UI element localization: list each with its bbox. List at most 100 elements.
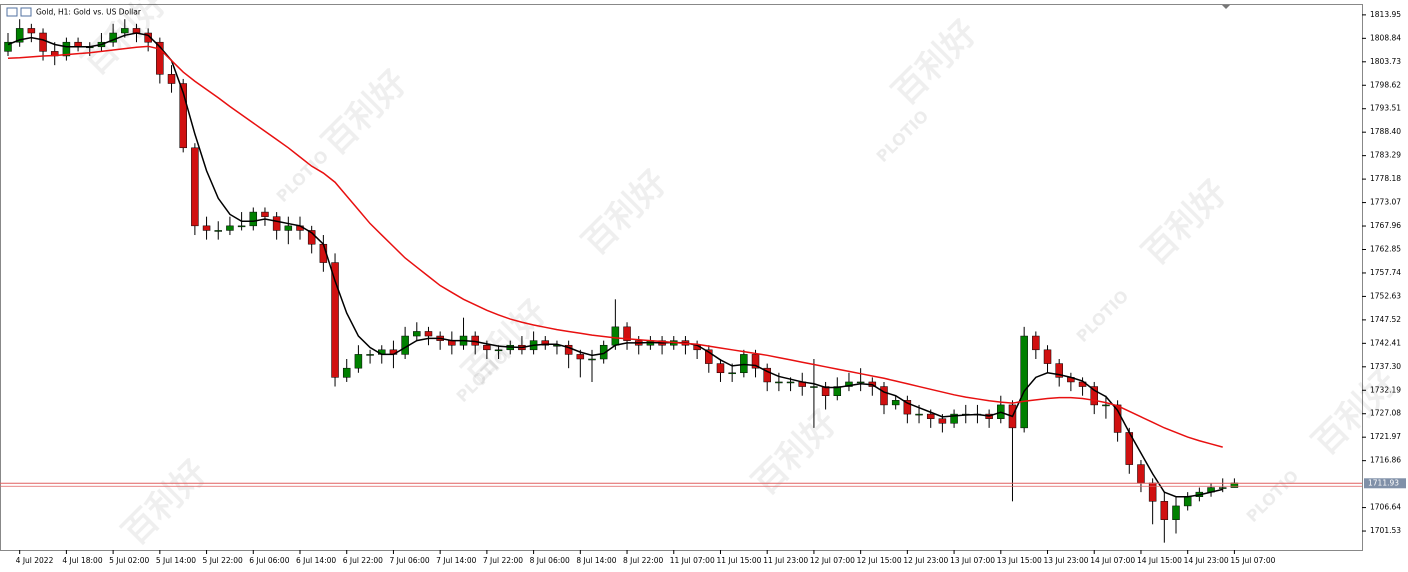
x-tick-label: 15 Jul 07:00 [1230,556,1275,565]
candle-body [588,358,596,361]
candle-body [891,400,900,406]
x-tick-label: 5 Jul 02:00 [109,556,149,565]
candle-body [226,225,234,231]
x-tick-label: 6 Jul 06:00 [249,556,289,565]
plot-frame [0,4,1363,551]
x-tick-label: 11 Jul 15:00 [716,556,761,565]
x-tick-label: 12 Jul 23:00 [903,556,948,565]
candle-body [156,41,164,75]
y-tick-label: 1732.19 [1370,385,1401,394]
y-tick-label: 1701.53 [1370,526,1401,535]
candle-body [576,354,585,360]
candle-body [1043,349,1052,364]
candle-body [284,225,293,231]
y-tick-label: 1783.29 [1370,151,1401,160]
candle-body [331,262,339,378]
candle-body [821,386,830,396]
candle-body [261,211,269,217]
candle-body [775,381,783,384]
y-tick-label: 1813.95 [1370,10,1401,19]
candle-body [1090,386,1098,406]
candle-body [611,326,620,346]
x-tick-label: 12 Jul 15:00 [857,556,902,565]
candle-body [1172,505,1180,520]
candle-body [366,354,374,356]
candle-body [856,381,865,384]
candle-body [4,41,12,52]
candle-body [144,32,152,43]
candle-body [272,216,281,231]
y-tick-label: 1808.84 [1370,33,1401,42]
y-tick-label: 1727.08 [1370,409,1401,418]
x-tick-label: 7 Jul 14:00 [436,556,476,565]
y-tick-label: 1706.64 [1370,503,1401,512]
shift-marker [1222,5,1230,9]
candle-body [413,331,421,337]
current-price-tag [1364,478,1406,489]
y-tick-label: 1773.07 [1370,198,1401,207]
x-tick-label: 5 Jul 22:00 [203,556,243,565]
x-tick-label: 8 Jul 22:00 [623,556,663,565]
candle-body [483,344,491,351]
candle-body [121,28,129,34]
candle-body [167,74,176,84]
x-tick-label: 12 Jul 07:00 [810,556,855,565]
y-tick-label: 1747.52 [1370,315,1401,324]
x-tick-label: 6 Jul 22:00 [343,556,383,565]
moving-average [7,32,1223,498]
x-tick-label: 8 Jul 06:00 [530,556,570,565]
candle-body [62,41,71,57]
candle-body [494,349,503,352]
y-tick-label: 1767.96 [1370,221,1401,230]
candle-body [880,386,888,406]
candle-body [599,344,608,360]
candle-body [1218,487,1227,489]
candle-body [833,386,842,396]
candle-body [938,418,947,424]
candle-body [249,211,258,227]
y-tick-label: 1742.41 [1370,338,1401,347]
candle-body [623,326,631,341]
chart-title: Gold, H1: Gold vs. US Dollar [36,8,142,17]
candle-body [763,367,771,383]
x-tick-label: 13 Jul 15:00 [997,556,1042,565]
candle-body [740,354,748,374]
y-tick-label: 1798.62 [1370,80,1401,89]
y-tick-label: 1793.51 [1370,104,1401,113]
candle-body [845,381,853,387]
candle-body [1113,404,1122,433]
candle-body [705,349,713,364]
x-tick-label: 14 Jul 07:00 [1090,556,1135,565]
x-tick-label: 11 Jul 07:00 [670,556,715,565]
x-tick-label: 14 Jul 23:00 [1184,556,1229,565]
y-tick-label: 1778.18 [1370,174,1401,183]
candle-body [903,400,912,415]
x-tick-label: 7 Jul 22:00 [483,556,523,565]
candle-body [214,230,222,232]
symbol-icons [6,7,32,17]
x-tick-label: 11 Jul 23:00 [763,556,808,565]
candle-body [541,340,550,346]
candle-body [307,230,316,245]
candle-body [15,28,24,43]
candle-body [926,413,935,419]
candle-body [915,413,923,416]
y-tick-label: 1752.63 [1370,291,1401,300]
candle-body [1160,501,1169,520]
candle-body [27,28,36,34]
y-tick-label: 1803.73 [1370,57,1401,66]
x-tick-label: 4 Jul 2022 [16,556,54,565]
moving-average [7,45,1223,448]
y-tick-label: 1788.40 [1370,127,1401,136]
candle-body [237,225,246,228]
x-tick-label: 13 Jul 23:00 [1044,556,1089,565]
x-tick-label: 13 Jul 07:00 [950,556,995,565]
candle-body [354,354,363,369]
x-tick-label: 7 Jul 06:00 [389,556,429,565]
x-tick-label: 8 Jul 14:00 [576,556,616,565]
candle-body [1102,404,1110,407]
candle-body [179,83,187,149]
candle-body [1032,335,1040,351]
candle-body [564,344,573,355]
current-price-label: 1711.93 [1368,478,1399,487]
